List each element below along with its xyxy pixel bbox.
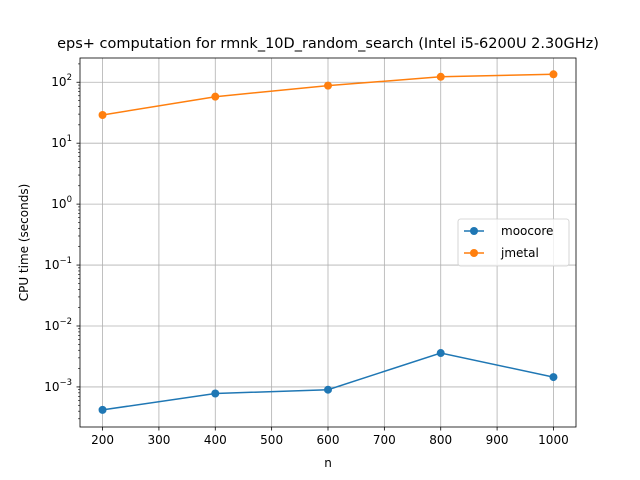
y-axis: 10−3 10−2 10−1 100 101 102 — [44, 63, 80, 420]
legend-marker-jmetal — [470, 249, 478, 257]
data-point-jmetal — [211, 92, 220, 101]
legend-label-moocore: moocore — [501, 224, 553, 238]
data-point-jmetal — [324, 81, 332, 90]
data-point-moocore — [98, 405, 107, 414]
y-tick-label: 100 — [51, 195, 72, 211]
grid — [80, 58, 576, 427]
data-point-moocore — [211, 389, 220, 398]
legend-label-jmetal: jmetal — [500, 246, 539, 260]
data-point-jmetal — [549, 70, 558, 79]
x-tick-label: 700 — [373, 433, 396, 447]
data-point-moocore — [324, 385, 332, 394]
series-layer — [98, 70, 558, 414]
y-tick-label: 101 — [51, 134, 72, 150]
x-tick-label: 400 — [204, 433, 227, 447]
x-axis-label: n — [324, 456, 332, 470]
x-tick-label: 500 — [260, 433, 283, 447]
y-axis-label: CPU time (seconds) — [17, 184, 31, 302]
y-tick-label: 10−3 — [44, 378, 72, 394]
x-tick-label: 200 — [91, 433, 114, 447]
data-point-moocore — [549, 373, 558, 382]
legend: moocore jmetal — [457, 218, 570, 267]
x-tick-label: 800 — [429, 433, 452, 447]
chart-title: eps+ computation for rmnk_10D_random_sea… — [57, 36, 599, 52]
y-tick-label: 102 — [51, 73, 72, 89]
y-tick-label: 10−1 — [44, 256, 72, 272]
data-point-jmetal — [436, 72, 445, 81]
legend-marker-moocore — [470, 227, 478, 235]
legend-box — [457, 218, 570, 267]
data-point-moocore — [436, 349, 445, 358]
x-axis: 200 300 400 500 600 700 800 900 1000 — [91, 427, 569, 447]
data-point-jmetal — [98, 111, 107, 120]
x-tick-label: 600 — [317, 433, 340, 447]
x-tick-label: 300 — [147, 433, 170, 447]
y-tick-label: 10−2 — [44, 317, 72, 333]
x-tick-label: 900 — [486, 433, 509, 447]
x-tick-label: 1000 — [538, 433, 569, 447]
